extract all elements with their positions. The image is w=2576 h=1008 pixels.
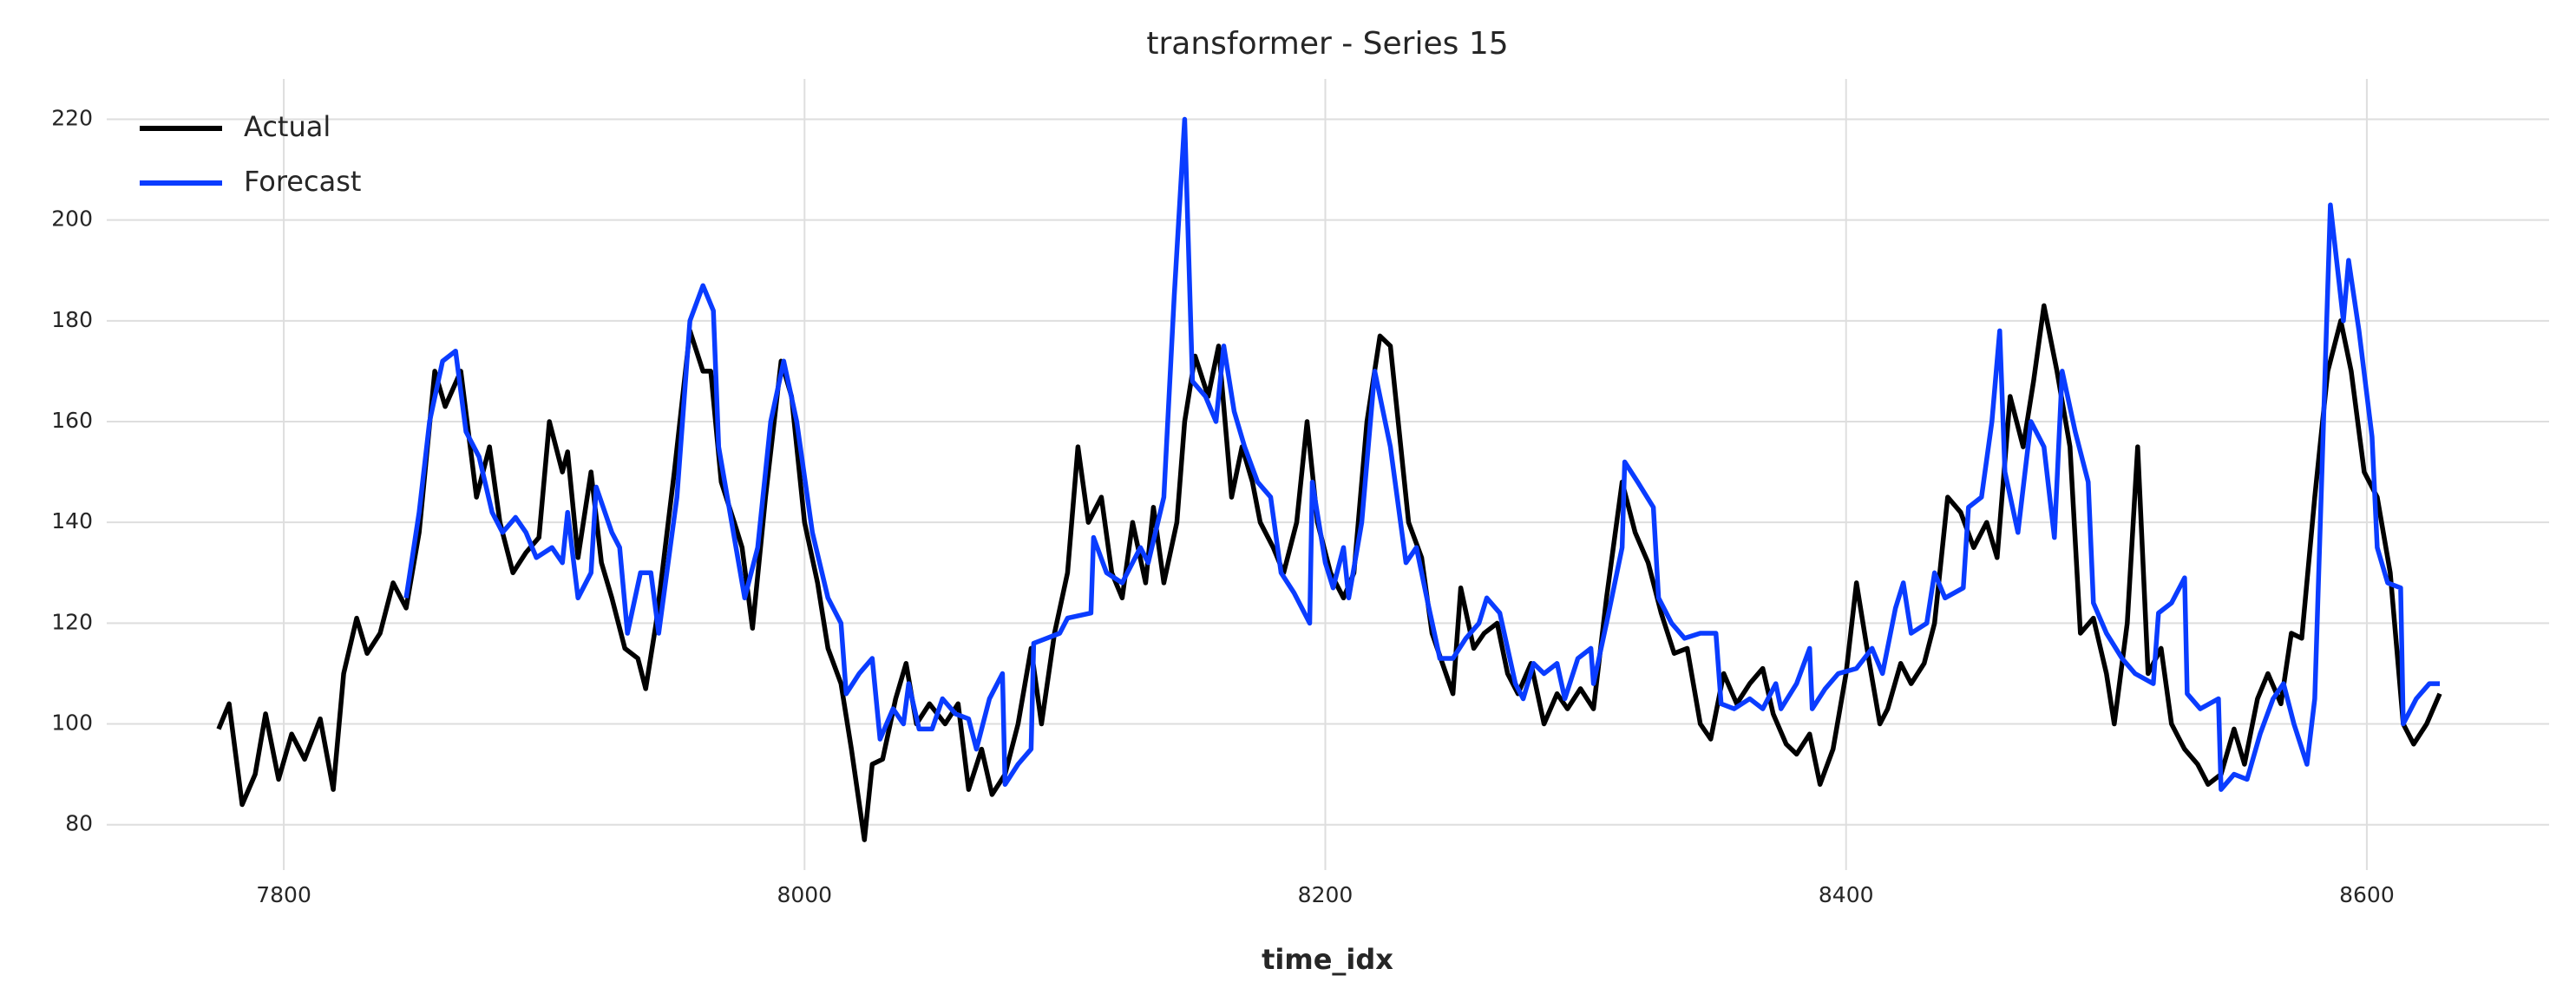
x-tick-label: 7800 <box>256 882 311 907</box>
x-tick-label: 8400 <box>1819 882 1874 907</box>
plot-lines <box>216 116 2442 842</box>
x-tick-label: 8200 <box>1298 882 1354 907</box>
y-tick-label: 100 <box>51 710 93 736</box>
chart-title: transformer - Series 15 <box>1146 26 1508 62</box>
series-line <box>403 116 2440 792</box>
y-tick-label: 220 <box>51 105 93 130</box>
y-tick-label: 180 <box>51 307 93 332</box>
y-tick-label: 80 <box>65 811 93 836</box>
x-axis-label: time_idx <box>1262 943 1393 976</box>
y-tick-label: 200 <box>51 206 93 232</box>
x-tick-label: 8600 <box>2339 882 2395 907</box>
legend-label: Actual <box>244 110 331 143</box>
y-tick-label: 140 <box>51 508 93 533</box>
legend: Actual Forecast <box>140 110 361 198</box>
y-tick-label: 160 <box>51 408 93 433</box>
y-tick-label: 120 <box>51 609 93 634</box>
legend-label: Forecast <box>244 165 361 198</box>
x-tick-label: 8000 <box>777 882 832 907</box>
